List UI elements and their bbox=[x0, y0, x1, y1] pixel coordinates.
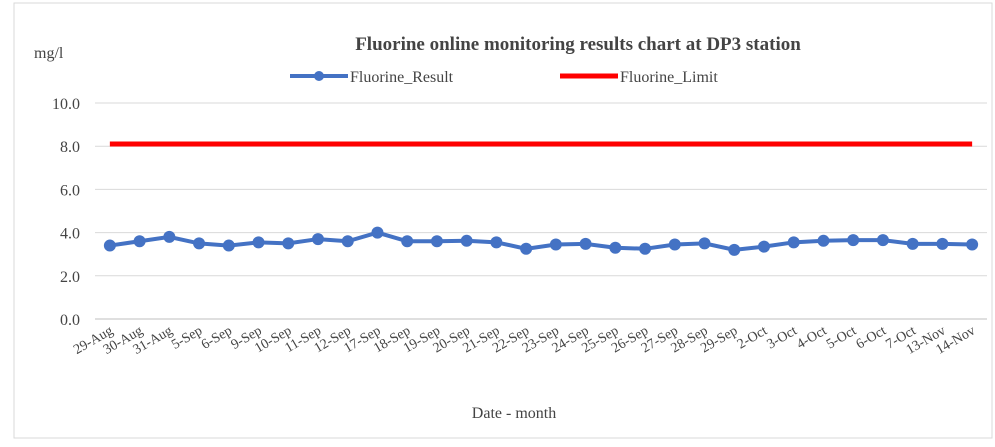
data-point bbox=[936, 237, 949, 250]
data-point bbox=[817, 234, 830, 247]
data-point bbox=[966, 238, 979, 251]
data-point bbox=[222, 239, 235, 252]
y-axis-label: mg/l bbox=[34, 45, 64, 62]
data-point bbox=[609, 241, 622, 254]
data-point bbox=[371, 226, 384, 239]
legend-label: Fluorine_Limit bbox=[620, 69, 718, 86]
y-tick-label: 6.0 bbox=[60, 182, 80, 199]
data-point bbox=[579, 237, 592, 250]
data-point bbox=[728, 243, 741, 256]
legend-label: Fluorine_Result bbox=[350, 69, 454, 86]
data-point bbox=[460, 234, 473, 247]
data-point bbox=[193, 237, 206, 250]
data-point bbox=[282, 237, 295, 250]
data-point bbox=[639, 242, 652, 255]
y-tick-label: 0.0 bbox=[60, 312, 80, 329]
data-point bbox=[133, 235, 146, 248]
data-point bbox=[401, 235, 414, 248]
data-point bbox=[847, 234, 860, 247]
x-axis-label: Date - month bbox=[472, 405, 556, 422]
data-point bbox=[103, 239, 116, 252]
data-point bbox=[906, 237, 919, 250]
data-point bbox=[430, 235, 443, 248]
y-tick-label: 10.0 bbox=[52, 96, 80, 113]
data-point bbox=[252, 236, 265, 249]
data-point bbox=[520, 242, 533, 255]
data-point bbox=[698, 237, 711, 250]
data-point bbox=[549, 238, 562, 251]
y-tick-label: 4.0 bbox=[60, 226, 80, 243]
data-point bbox=[341, 235, 354, 248]
y-tick-label: 8.0 bbox=[60, 139, 80, 156]
data-point bbox=[758, 240, 770, 253]
chart-title: Fluorine online monitoring results chart… bbox=[355, 34, 801, 55]
data-point bbox=[312, 233, 324, 246]
legend-marker bbox=[314, 71, 324, 81]
data-point bbox=[787, 236, 800, 249]
data-point bbox=[163, 230, 176, 243]
y-tick-label: 2.0 bbox=[60, 269, 80, 286]
data-point bbox=[876, 234, 889, 247]
chart-border bbox=[13, 2, 993, 439]
data-point bbox=[668, 238, 681, 251]
data-point bbox=[490, 236, 503, 249]
